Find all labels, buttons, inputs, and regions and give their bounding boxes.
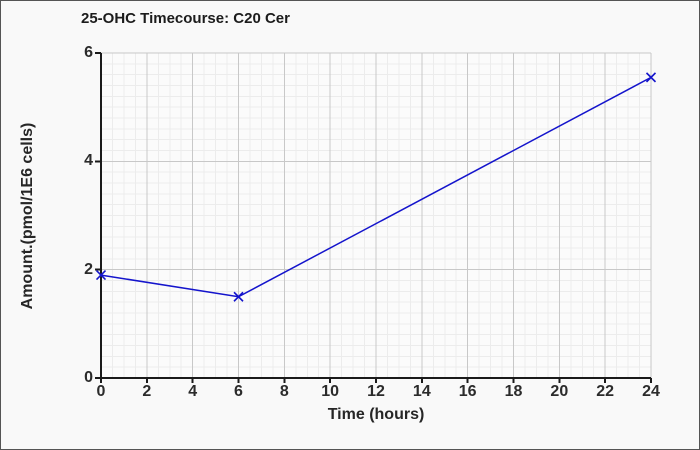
data-point-marker [645, 72, 657, 83]
x-tick-label: 24 [642, 383, 660, 400]
x-tick-label: 12 [367, 383, 385, 400]
x-tick-label: 16 [458, 383, 477, 400]
x-tick-label: 8 [279, 383, 289, 400]
y-tick-label: 0 [84, 369, 93, 386]
x-tick-label: 4 [188, 383, 198, 400]
y-axis-label: Amount.(pmol/1E6 cells) [19, 122, 36, 310]
x-tick-label: 18 [504, 383, 523, 400]
data-point-marker [95, 270, 107, 281]
y-tick-label: 6 [84, 44, 93, 61]
chart-title: 25-OHC Timecourse: C20 Cer [81, 10, 290, 27]
y-tick-label: 2 [84, 260, 93, 278]
x-tick-label: 0 [96, 383, 106, 400]
x-tick-label: 10 [321, 383, 340, 400]
x-tick-label: 20 [550, 383, 569, 400]
x-axis-label: Time (hours) [327, 406, 425, 423]
x-tick-label: 14 [412, 383, 431, 400]
y-tick-label: 4 [84, 152, 93, 170]
data-point-marker [233, 291, 244, 302]
x-tick-label: 6 [234, 383, 243, 400]
x-tick-label: 22 [596, 383, 615, 400]
x-tick-label: 2 [142, 383, 152, 400]
